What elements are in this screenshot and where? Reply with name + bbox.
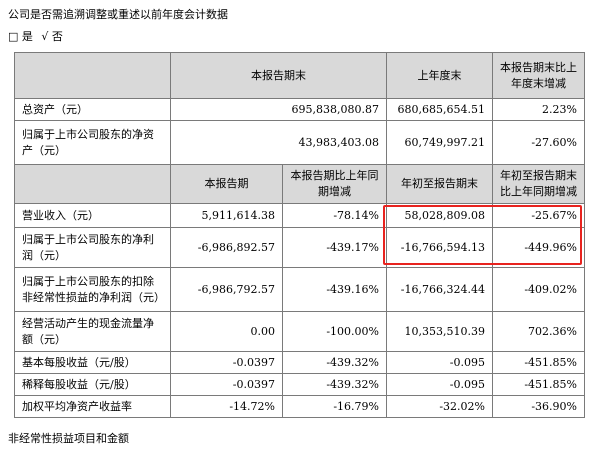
row-label: 稀释每股收益（元/股） [14,373,171,396]
row-label: 总资产（元） [14,98,171,121]
cell-value: -100.00% [282,311,387,352]
cell-value: -439.32% [282,373,387,396]
cell-value: -409.02% [492,267,585,312]
cell-value: 10,353,510.39 [386,311,493,352]
row-label: 经营活动产生的现金流量净额（元） [14,311,171,352]
cell-value: -0.095 [386,351,493,374]
table-row: 基本每股收益（元/股） -0.0397 -439.32% -0.095 -451… [14,351,585,374]
cell-value: -14.72% [170,395,283,418]
cell-value: -78.14% [282,203,387,228]
cell-value: -0.0397 [170,373,283,396]
cell-value: 0.00 [170,311,283,352]
table2-header-row: 本报告期 本报告期比上年同期增减 年初至报告期末 年初至报告期末比上年同期增减 [14,164,585,204]
checkmark-icon: √ [41,30,49,43]
row-label: 归属于上市公司股东的扣除非经常性损益的净利润（元） [14,267,171,312]
financial-data-table: 本报告期末 上年度末 本报告期末比上年度末增减 总资产（元） 695,838,0… [14,52,585,418]
table-row: 经营活动产生的现金流量净额（元） 0.00 -100.00% 10,353,51… [14,311,585,352]
cell-value: -451.85% [492,351,585,374]
table2-header-ytd-change: 年初至报告期末比上年同期增减 [492,164,585,204]
table1-header-row: 本报告期末 上年度末 本报告期末比上年度末增减 [14,52,585,99]
table1-header-prior: 上年度末 [386,52,493,99]
no-label: 否 [51,30,63,43]
cell-value: -32.02% [386,395,493,418]
cell-value: 58,028,809.08 [386,203,493,228]
cell-value: 2.23% [492,98,585,121]
cell-value: -16,766,594.13 [386,227,493,268]
table2-header-blank [14,164,171,204]
cell-value: -16,766,324.44 [386,267,493,312]
table-row: 稀释每股收益（元/股） -0.0397 -439.32% -0.095 -451… [14,373,585,396]
table-row: 归属于上市公司股东的净资产（元） 43,983,403.08 60,749,99… [14,120,585,165]
cell-value: -0.095 [386,373,493,396]
row-label: 加权平均净资产收益率 [14,395,171,418]
cell-value: 695,838,080.87 [170,98,387,121]
footer-heading: 非经常性损益项目和金额 [8,432,129,445]
section-heading: 公司是否需追溯调整或重述以前年度会计数据 [8,8,228,21]
table2-header-ytd: 年初至报告期末 [386,164,493,204]
cell-value: -16.79% [282,395,387,418]
cell-value: -439.17% [282,227,387,268]
cell-value: -449.96% [492,227,585,268]
cell-value: -451.85% [492,373,585,396]
cell-value: 680,685,654.51 [386,98,493,121]
table-row: 归属于上市公司股东的净利润（元） -6,986,892.57 -439.17% … [14,227,585,268]
table2-header-period: 本报告期 [170,164,283,204]
cell-value: -439.32% [282,351,387,374]
cell-value: -439.16% [282,267,387,312]
table2-header-period-change: 本报告期比上年同期增减 [282,164,387,204]
cell-value: 60,749,997.21 [386,120,493,165]
yes-label: 是 [21,30,33,43]
table-row: 加权平均净资产收益率 -14.72% -16.79% -32.02% -36.9… [14,395,585,418]
table-row: 归属于上市公司股东的扣除非经常性损益的净利润（元） -6,986,792.57 … [14,267,585,312]
cell-value: -6,986,792.57 [170,267,283,312]
cell-value: 702.36% [492,311,585,352]
cell-value: -27.60% [492,120,585,165]
cell-value: -36.90% [492,395,585,418]
cell-value: -25.67% [492,203,585,228]
yes-checkbox-icon: □ [8,30,19,43]
cell-value: -6,986,892.57 [170,227,283,268]
table-row: 总资产（元） 695,838,080.87 680,685,654.51 2.2… [14,98,585,121]
table1-header-change: 本报告期末比上年度末增减 [492,52,585,99]
table1-header-blank [14,52,171,99]
cell-value: 43,983,403.08 [170,120,387,165]
row-label: 营业收入（元） [14,203,171,228]
table1-header-current: 本报告期末 [170,52,387,99]
cell-value: -0.0397 [170,351,283,374]
restatement-options: □ 是 √ 否 [8,28,63,44]
row-label: 归属于上市公司股东的净利润（元） [14,227,171,268]
row-label: 归属于上市公司股东的净资产（元） [14,120,171,165]
table-row: 营业收入（元） 5,911,614.38 -78.14% 58,028,809.… [14,203,585,228]
cell-value: 5,911,614.38 [170,203,283,228]
row-label: 基本每股收益（元/股） [14,351,171,374]
